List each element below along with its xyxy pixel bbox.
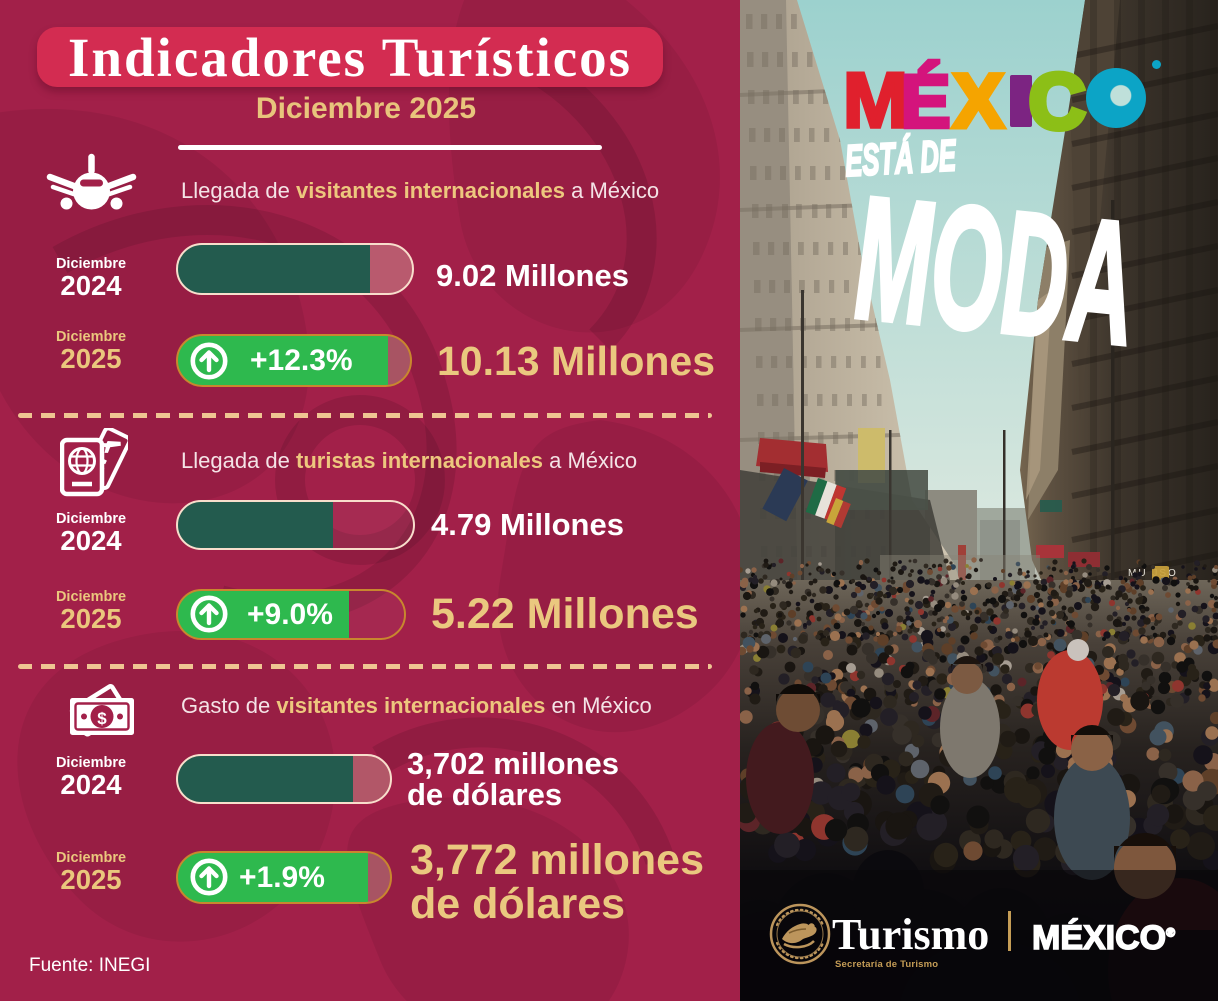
svg-text:MU JSO: MU JSO — [1128, 568, 1178, 579]
svg-text:$: $ — [97, 709, 107, 728]
